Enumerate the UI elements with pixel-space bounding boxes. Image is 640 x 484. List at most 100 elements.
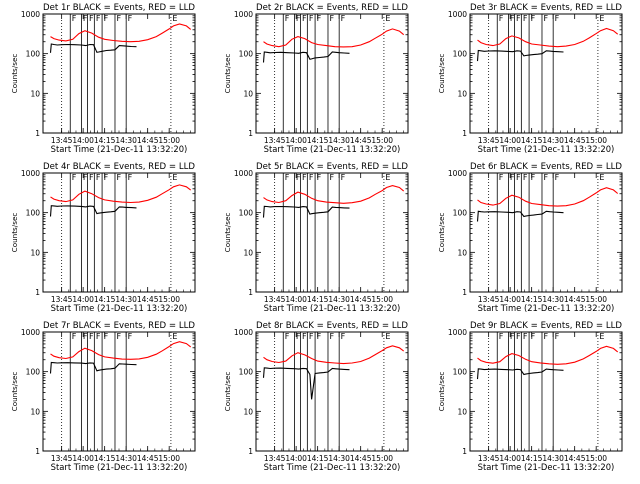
y-tick-label: 10 <box>457 407 467 416</box>
x-tick-label: 13:45 <box>51 295 73 304</box>
x-tick-label: 15:00 <box>585 136 607 145</box>
panel-title: Det 3r BLACK = Events, RED = LLD <box>470 3 622 13</box>
x-axis-label: Start Time (21-Dec-11 13:32:20) <box>51 144 188 154</box>
y-tick-label: 100 <box>239 209 254 218</box>
x-axis-label: Start Time (21-Dec-11 13:32:20) <box>51 462 188 472</box>
flag-label: F <box>329 173 334 182</box>
x-tick-label: 13:45 <box>478 454 500 463</box>
y-tick-label: 10 <box>243 89 253 98</box>
flag-label: F <box>531 173 536 182</box>
flag-label: F <box>285 14 290 23</box>
x-tick-label: 14:00 <box>72 295 94 304</box>
flag-label: F <box>510 332 515 341</box>
plot-frame <box>42 331 196 452</box>
flag-label: F <box>128 332 133 341</box>
x-tick-label: 14:15 <box>521 295 543 304</box>
events-series-line <box>49 205 137 217</box>
flag-label: F <box>329 332 334 341</box>
x-tick-label: 14:30 <box>328 295 350 304</box>
y-tick-label: 100 <box>453 50 468 59</box>
panel-title: Det 8r BLACK = Events, RED = LLD <box>256 321 408 331</box>
x-tick-label: 15:00 <box>158 454 180 463</box>
y-tick-label: 1 <box>35 129 40 138</box>
flag-label: F <box>72 332 77 341</box>
flag-label: F <box>116 14 121 23</box>
x-axis-label: Start Time (21-Dec-11 13:32:20) <box>264 462 401 472</box>
x-tick-label: 14:00 <box>499 295 521 304</box>
y-tick-label: 10 <box>30 248 40 257</box>
x-tick-label: 13:45 <box>51 454 73 463</box>
flag-label: F <box>72 173 77 182</box>
flag-label: F <box>317 173 322 182</box>
x-tick-label: 14:30 <box>328 454 350 463</box>
flag-label: F <box>96 332 101 341</box>
x-axis-label: Start Time (21-Dec-11 13:32:20) <box>51 303 188 313</box>
x-tick-label: 14:15 <box>521 136 543 145</box>
events-series-line <box>262 367 350 400</box>
flag-label: F <box>499 332 504 341</box>
y-tick-label: 10 <box>243 407 253 416</box>
y-tick-label: 1 <box>462 447 467 456</box>
flag-label: F <box>516 173 521 182</box>
y-tick-label: 1000 <box>448 169 467 178</box>
lld-series-line <box>263 28 405 48</box>
plot-frame <box>42 172 196 293</box>
flag-label: E <box>599 332 604 341</box>
y-tick-label: 1 <box>35 288 40 297</box>
x-tick-label: 14:30 <box>542 136 564 145</box>
detector-panel: Det 9r BLACK = Events, RED = LLD 1 10 100 10… <box>437 321 623 472</box>
x-tick-label: 14:45 <box>350 454 372 463</box>
flag-label: F <box>296 173 301 182</box>
x-axis-label: Start Time (21-Dec-11 13:32:20) <box>478 462 615 472</box>
x-tick-label: 13:45 <box>478 295 500 304</box>
flag-label: F <box>341 14 346 23</box>
events-series-line <box>476 210 564 222</box>
y-axis-label: Counts/sec <box>437 213 446 253</box>
flag-label: F <box>555 332 560 341</box>
flag-label: F <box>510 173 515 182</box>
flag-label: F <box>523 332 528 341</box>
x-tick-label: 14:45 <box>137 136 159 145</box>
plot-frame <box>255 331 409 452</box>
plot-frame <box>42 13 196 134</box>
y-tick-label: 10 <box>243 248 253 257</box>
flag-label: F <box>341 332 346 341</box>
x-tick-label: 14:00 <box>72 136 94 145</box>
lld-series-line <box>50 23 192 43</box>
panel-title: Det 2r BLACK = Events, RED = LLD <box>256 3 408 13</box>
x-tick-label: 14:00 <box>499 136 521 145</box>
y-tick-label: 1000 <box>234 10 253 19</box>
y-axis-label: Counts/sec <box>10 54 19 94</box>
detector-panel: Det 2r BLACK = Events, RED = LLD 1 10 100 10… <box>223 3 409 154</box>
y-tick-label: 10 <box>457 89 467 98</box>
flag-label: F <box>523 14 528 23</box>
flag-label: F <box>555 173 560 182</box>
events-series-line <box>476 368 564 380</box>
lld-series-line <box>263 185 405 204</box>
x-tick-label: 14:30 <box>328 136 350 145</box>
y-axis-label: Counts/sec <box>10 372 19 412</box>
x-tick-label: 14:45 <box>564 295 586 304</box>
x-tick-label: 14:45 <box>564 136 586 145</box>
x-axis-label: Start Time (21-Dec-11 13:32:20) <box>478 303 615 313</box>
y-tick-label: 1 <box>35 447 40 456</box>
x-tick-label: 14:15 <box>94 454 116 463</box>
flag-label: F <box>543 332 548 341</box>
x-tick-label: 13:45 <box>264 454 286 463</box>
flag-label: F <box>83 14 88 23</box>
y-tick-label: 10 <box>30 407 40 416</box>
flag-label: E <box>385 14 390 23</box>
y-tick-label: 1 <box>462 129 467 138</box>
flag-label: F <box>543 173 548 182</box>
lld-series-line <box>50 184 192 204</box>
flag-label: F <box>89 332 94 341</box>
x-tick-label: 15:00 <box>371 454 393 463</box>
x-tick-label: 14:30 <box>115 454 137 463</box>
flag-label: F <box>128 173 133 182</box>
y-tick-label: 1 <box>462 288 467 297</box>
x-tick-label: 15:00 <box>585 295 607 304</box>
detector-panel: Det 3r BLACK = Events, RED = LLD 1 10 100 10… <box>437 3 623 154</box>
flag-label: F <box>89 14 94 23</box>
flag-label: E <box>172 173 177 182</box>
